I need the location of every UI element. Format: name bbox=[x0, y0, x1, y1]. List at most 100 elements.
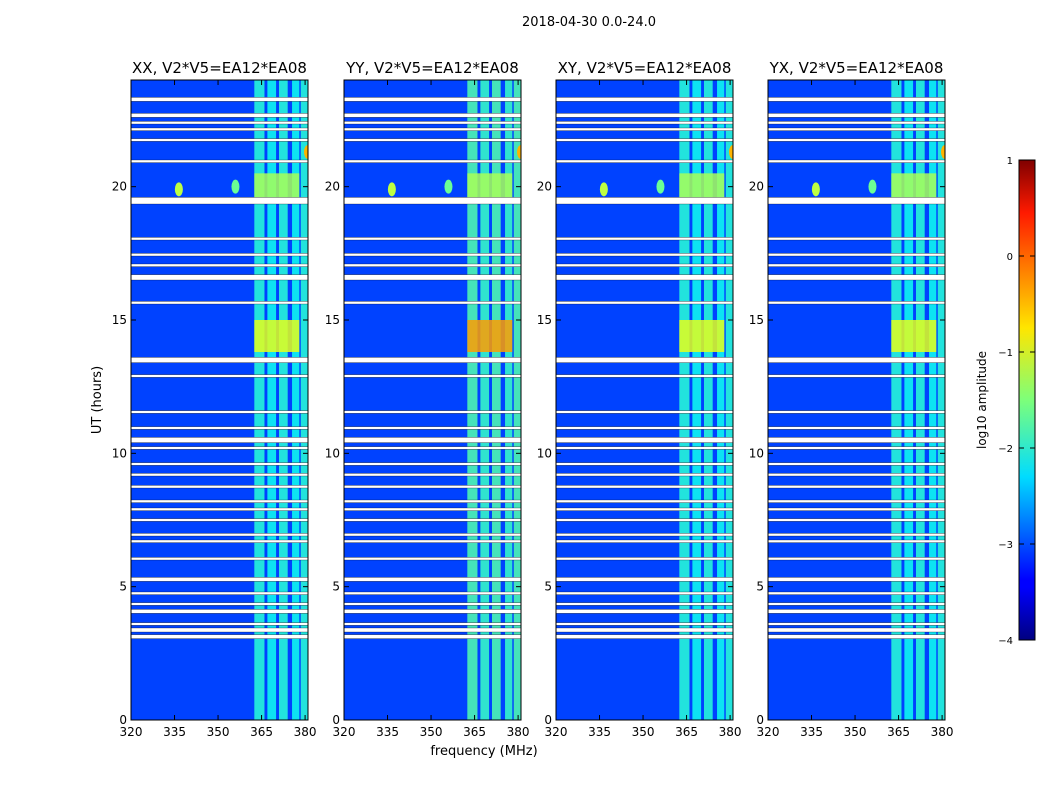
rfi-spot bbox=[517, 145, 521, 159]
flagged-gap bbox=[344, 602, 521, 606]
flagged-gap bbox=[131, 264, 308, 267]
flagged-gap bbox=[768, 357, 945, 363]
colorbar-tick-label: −4 bbox=[998, 636, 1013, 647]
x-tick-label: 320 bbox=[545, 725, 568, 739]
flagged-gap bbox=[768, 264, 945, 267]
rfi-spot bbox=[656, 179, 665, 194]
flagged-gap bbox=[344, 237, 521, 240]
panel-frame bbox=[130, 79, 309, 721]
flagged-gap bbox=[344, 508, 521, 511]
flagged-gap bbox=[344, 274, 521, 280]
rfi-block bbox=[467, 173, 513, 200]
y-tick-label: 5 bbox=[332, 580, 340, 594]
rfi-spot bbox=[599, 182, 608, 197]
colorbar-tick-label: −3 bbox=[998, 540, 1013, 551]
flagged-gap bbox=[768, 592, 945, 595]
x-tick-label: 350 bbox=[420, 725, 443, 739]
flagged-gap bbox=[556, 301, 733, 304]
y-tick-label: 5 bbox=[119, 580, 127, 594]
flagged-gap bbox=[768, 462, 945, 466]
y-tick-label: 10 bbox=[112, 446, 127, 460]
flagged-gap bbox=[556, 426, 733, 430]
panel-title: YX, V2*V5=EA12*EA08 bbox=[769, 59, 944, 77]
y-tick-label: 10 bbox=[537, 446, 552, 460]
rfi-band bbox=[292, 80, 300, 720]
flagged-gap bbox=[344, 113, 521, 118]
y-tick-label: 10 bbox=[749, 446, 764, 460]
rfi-spot bbox=[729, 145, 733, 159]
spectrogram bbox=[556, 80, 733, 720]
x-tick-label: 380 bbox=[931, 725, 954, 739]
flagged-gap bbox=[556, 197, 733, 204]
x-tick-label: 380 bbox=[719, 725, 742, 739]
rfi-band bbox=[717, 80, 725, 720]
y-axis-label: UT (hours) bbox=[90, 366, 105, 434]
y-tick-label: 0 bbox=[756, 713, 764, 727]
flagged-gap bbox=[556, 357, 733, 363]
rfi-band bbox=[915, 80, 925, 720]
flagged-gap bbox=[344, 253, 521, 256]
rfi-band bbox=[278, 80, 288, 720]
panel-frame bbox=[555, 79, 734, 721]
x-tick-label: 335 bbox=[163, 725, 186, 739]
y-tick-label: 20 bbox=[325, 180, 340, 194]
rfi-block bbox=[891, 320, 937, 352]
rfi-block bbox=[467, 320, 513, 352]
flagged-gap bbox=[131, 113, 308, 118]
flagged-gap bbox=[344, 264, 521, 267]
flagged-gap bbox=[344, 357, 521, 363]
flagged-gap bbox=[131, 508, 308, 511]
rfi-spot bbox=[444, 179, 453, 194]
flagged-gap bbox=[344, 609, 521, 614]
flagged-gap bbox=[344, 473, 521, 476]
x-tick-label: 320 bbox=[757, 725, 780, 739]
rfi-band bbox=[467, 80, 478, 720]
flagged-gap bbox=[131, 426, 308, 430]
flagged-gap bbox=[768, 602, 945, 606]
colorbar: 1 0 −1 −2 −3 −4 log10 amplitude bbox=[975, 156, 1036, 647]
x-tick-label: 335 bbox=[800, 725, 823, 739]
flagged-gap bbox=[131, 462, 308, 466]
flagged-gap bbox=[768, 622, 945, 626]
flagged-gap bbox=[344, 410, 521, 414]
flagged-gap bbox=[556, 410, 733, 414]
x-tick-label: 380 bbox=[294, 725, 317, 739]
flagged-gap bbox=[768, 128, 945, 131]
flagged-gap bbox=[768, 437, 945, 443]
flagged-gap bbox=[768, 197, 945, 204]
flagged-gap bbox=[131, 274, 308, 280]
flagged-gap bbox=[344, 500, 521, 503]
flagged-gap bbox=[131, 485, 308, 488]
flagged-gap bbox=[344, 437, 521, 443]
flagged-gap bbox=[556, 274, 733, 280]
x-tick-label: 350 bbox=[844, 725, 867, 739]
panel-title: XX, V2*V5=EA12*EA08 bbox=[132, 59, 307, 77]
flagged-gap bbox=[344, 374, 521, 378]
flagged-gap bbox=[556, 160, 733, 163]
flagged-gap bbox=[344, 197, 521, 204]
rfi-block bbox=[891, 173, 937, 200]
flagged-gap bbox=[556, 374, 733, 378]
flagged-gap bbox=[556, 533, 733, 536]
flagged-gap bbox=[556, 446, 733, 450]
flagged-gap bbox=[131, 628, 308, 632]
figure-title: 2018-04-30 0.0-24.0 bbox=[522, 15, 656, 30]
x-axis-label: frequency (MHz) bbox=[430, 744, 537, 759]
rfi-spot bbox=[231, 179, 240, 194]
flagged-gap bbox=[131, 602, 308, 606]
y-tick-label: 20 bbox=[112, 180, 127, 194]
panel: YX, V2*V5=EA12*EA08 320 335 350 365 380 0 5 10 15… bbox=[749, 59, 954, 739]
rfi-band bbox=[254, 80, 265, 720]
y-tick-label: 5 bbox=[544, 580, 552, 594]
rfi-band bbox=[725, 80, 733, 720]
rfi-band bbox=[679, 80, 690, 720]
flagged-gap bbox=[556, 508, 733, 511]
x-tick-label: 320 bbox=[333, 725, 356, 739]
rfi-band bbox=[937, 80, 945, 720]
flagged-gap bbox=[344, 138, 521, 142]
flagged-gap bbox=[344, 128, 521, 131]
flagged-gap bbox=[768, 253, 945, 256]
flagged-gap bbox=[131, 97, 308, 102]
y-tick-label: 20 bbox=[537, 180, 552, 194]
spectrogram bbox=[131, 80, 308, 720]
